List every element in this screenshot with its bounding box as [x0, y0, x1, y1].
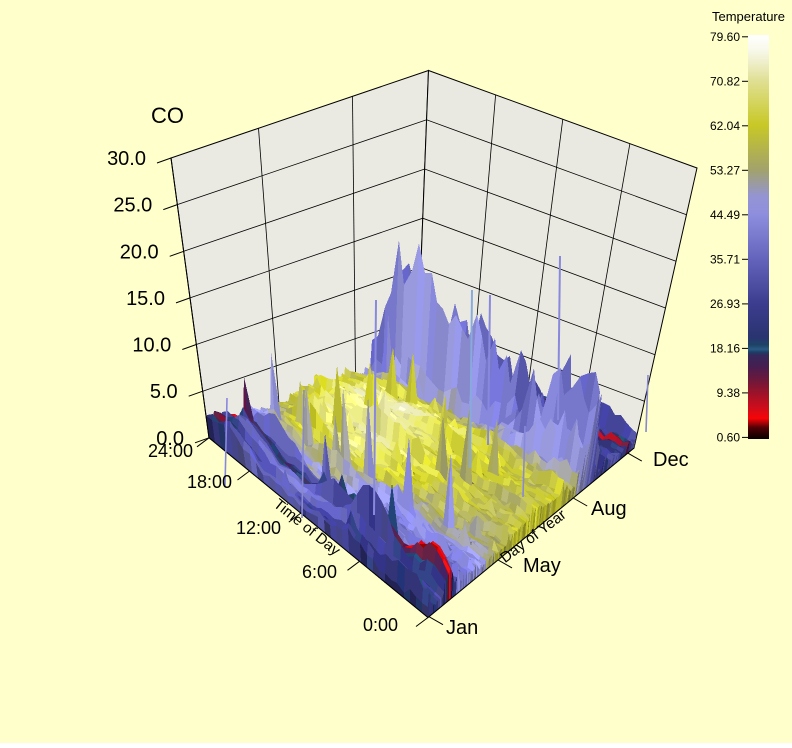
- svg-text:Temperature: Temperature: [712, 9, 785, 24]
- svg-text:44.49: 44.49: [710, 208, 740, 222]
- svg-text:53.27: 53.27: [710, 163, 740, 177]
- svg-text:0.0: 0.0: [156, 428, 184, 450]
- svg-text:35.71: 35.71: [710, 252, 740, 266]
- svg-text:20.0: 20.0: [120, 241, 159, 263]
- svg-text:Jan: Jan: [446, 617, 478, 639]
- svg-text:Dec: Dec: [653, 449, 689, 471]
- svg-text:79.60: 79.60: [710, 30, 740, 44]
- svg-text:0:00: 0:00: [363, 615, 398, 635]
- svg-text:5.0: 5.0: [150, 381, 178, 403]
- svg-text:30.0: 30.0: [107, 148, 146, 170]
- svg-text:18:00: 18:00: [187, 472, 232, 492]
- svg-text:62.04: 62.04: [710, 119, 740, 133]
- svg-text:18.16: 18.16: [710, 341, 740, 355]
- svg-text:25.0: 25.0: [113, 195, 152, 217]
- svg-text:0.60: 0.60: [717, 430, 741, 444]
- svg-text:24:00: 24:00: [148, 441, 193, 461]
- svg-text:10.0: 10.0: [132, 335, 171, 357]
- svg-text:26.93: 26.93: [710, 297, 740, 311]
- svg-text:12:00: 12:00: [236, 518, 281, 538]
- svg-text:15.0: 15.0: [126, 288, 165, 310]
- svg-text:6:00: 6:00: [302, 562, 337, 582]
- svg-text:Aug: Aug: [591, 498, 627, 520]
- svg-text:CO: CO: [151, 103, 184, 128]
- svg-text:May: May: [523, 555, 561, 577]
- svg-text:9.38: 9.38: [717, 386, 741, 400]
- svg-text:70.82: 70.82: [710, 74, 740, 88]
